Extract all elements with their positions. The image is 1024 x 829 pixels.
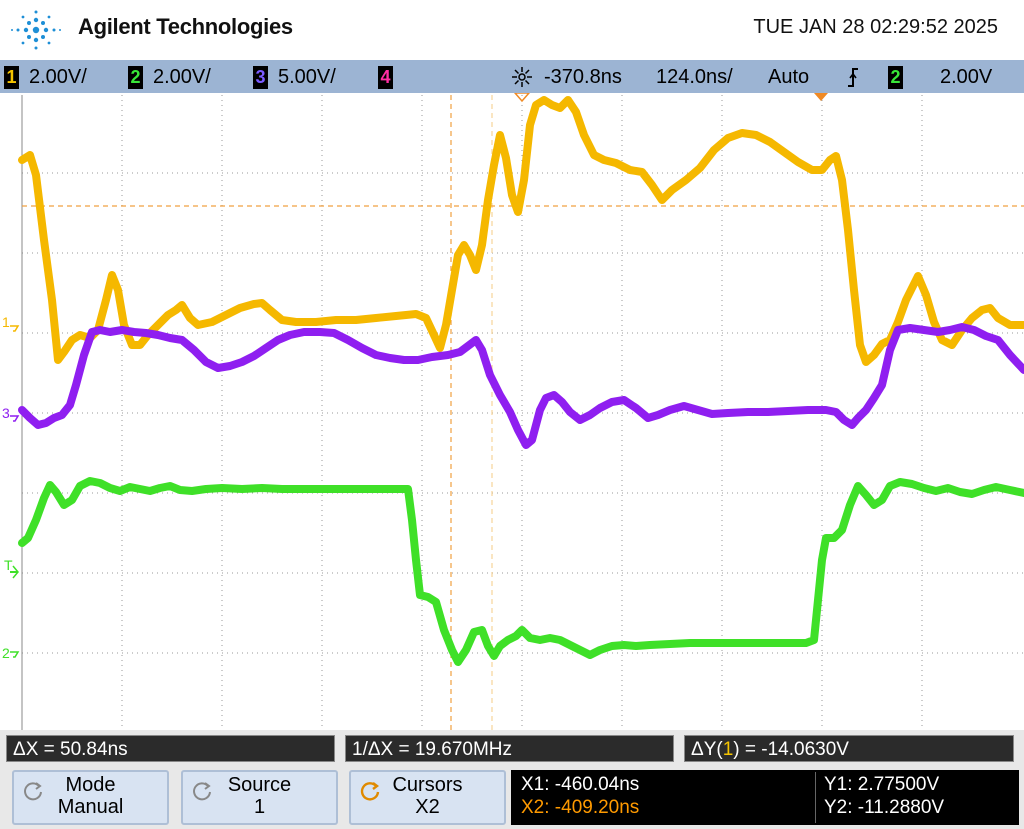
channel-3-volts-per-div: 5.00V/ bbox=[278, 65, 336, 88]
title-bar: Agilent Technologies TUE JAN 28 02:29:52… bbox=[0, 0, 1024, 60]
channel-3-waveform bbox=[18, 323, 1024, 449]
channel-1-volts-per-div: 2.00V/ bbox=[29, 65, 87, 88]
channel-status-bar: 1 2.00V/ 2 2.00V/ 3 5.00V/ 4 -370.8ns 12… bbox=[0, 60, 1024, 93]
date-time: TUE JAN 28 02:29:52 2025 bbox=[753, 16, 998, 38]
trigger-source[interactable]: 2 bbox=[888, 64, 913, 90]
channel-3-scale[interactable]: 3 5.00V/ bbox=[253, 64, 336, 90]
delay-sun-icon bbox=[512, 67, 532, 87]
trigger-level-marker[interactable]: T bbox=[4, 557, 19, 579]
trigger-position-marker[interactable] bbox=[514, 93, 530, 103]
cursor-y1-value: Y1: 2.77500V bbox=[824, 774, 940, 795]
cursor-x2-value: X2: -409.20ns bbox=[521, 797, 640, 818]
cursor-y2-value: Y2: -11.2880V bbox=[824, 797, 945, 818]
channel-2-waveform bbox=[18, 477, 1024, 666]
channel-4-scale[interactable]: 4 bbox=[378, 64, 403, 90]
trigger-mode[interactable]: Auto bbox=[768, 64, 809, 90]
cursors-softkey-label: Cursors bbox=[392, 774, 463, 796]
channel-3-badge: 3 bbox=[253, 65, 268, 89]
rotate-arrow-icon bbox=[24, 782, 42, 801]
agilent-spark-logo-icon bbox=[11, 10, 61, 50]
waveform-display[interactable]: 1 3 T 2 bbox=[0, 93, 1024, 730]
rotate-arrow-icon bbox=[193, 782, 211, 801]
channel-1-badge: 1 bbox=[4, 65, 19, 89]
channel-1-scale[interactable]: 1 2.00V/ bbox=[4, 64, 87, 90]
readout-divider bbox=[815, 772, 816, 823]
trigger-slope[interactable] bbox=[846, 64, 860, 90]
bottom-panel: ΔX = 50.84ns 1/ΔX = 19.670MHz ΔY(1) = -1… bbox=[0, 730, 1024, 829]
delta-x-readout: ΔX = 50.84ns bbox=[6, 735, 335, 762]
delay-reference-marker[interactable] bbox=[814, 93, 828, 101]
trigger-level-value: 2.00V bbox=[940, 65, 993, 88]
source-softkey-value: 1 bbox=[253, 796, 266, 818]
delay-value: -370.8ns bbox=[544, 65, 622, 88]
source-softkey-label: Source bbox=[227, 774, 292, 796]
svg-text:1: 1 bbox=[2, 314, 10, 330]
channel-1-ground-marker[interactable]: 1 bbox=[2, 314, 20, 332]
source-softkey[interactable]: Source 1 bbox=[181, 770, 338, 825]
mode-softkey-value: Manual bbox=[57, 796, 124, 818]
channel-2-badge: 2 bbox=[128, 65, 143, 89]
channel-4-badge: 4 bbox=[378, 65, 393, 89]
cursor-x1-value: X1: -460.04ns bbox=[521, 774, 640, 795]
svg-text:2: 2 bbox=[2, 645, 10, 661]
trigger-channel-badge: 2 bbox=[888, 65, 903, 89]
channel-2-volts-per-div: 2.00V/ bbox=[153, 65, 211, 88]
channel-1-waveform bbox=[18, 96, 1024, 366]
inverse-delta-x-readout: 1/ΔX = 19.670MHz bbox=[345, 735, 674, 762]
delta-y-readout: ΔY(1) = -14.0630V bbox=[684, 735, 1014, 762]
cursor-readout-panel: X1: -460.04ns X2: -409.20ns Y1: 2.77500V… bbox=[511, 770, 1019, 825]
trigger-level[interactable]: 2.00V bbox=[940, 64, 992, 90]
mode-softkey-label: Mode bbox=[65, 774, 116, 796]
cursors-softkey-value: X2 bbox=[415, 796, 440, 818]
trigger-mode-value: Auto bbox=[768, 65, 810, 88]
rising-edge-icon bbox=[848, 68, 858, 87]
cursors-softkey[interactable]: Cursors X2 bbox=[349, 770, 506, 825]
timebase-delay[interactable]: -370.8ns bbox=[510, 64, 622, 90]
channel-3-ground-marker[interactable]: 3 bbox=[2, 405, 20, 422]
svg-text:3: 3 bbox=[2, 405, 10, 421]
delta-y-prefix: ΔY( bbox=[691, 739, 723, 760]
mode-softkey[interactable]: Mode Manual bbox=[12, 770, 169, 825]
timebase-scale[interactable]: 124.0ns/ bbox=[656, 64, 733, 90]
delta-y-channel: 1 bbox=[722, 739, 734, 760]
svg-text:T: T bbox=[4, 557, 13, 573]
delta-y-value: ) = -14.0630V bbox=[733, 739, 849, 760]
rotate-arrow-icon bbox=[360, 782, 380, 801]
channel-2-ground-marker[interactable]: 2 bbox=[2, 645, 20, 661]
brand-name: Agilent Technologies bbox=[78, 14, 293, 39]
channel-2-scale[interactable]: 2 2.00V/ bbox=[128, 64, 211, 90]
time-per-div: 124.0ns/ bbox=[656, 65, 733, 88]
